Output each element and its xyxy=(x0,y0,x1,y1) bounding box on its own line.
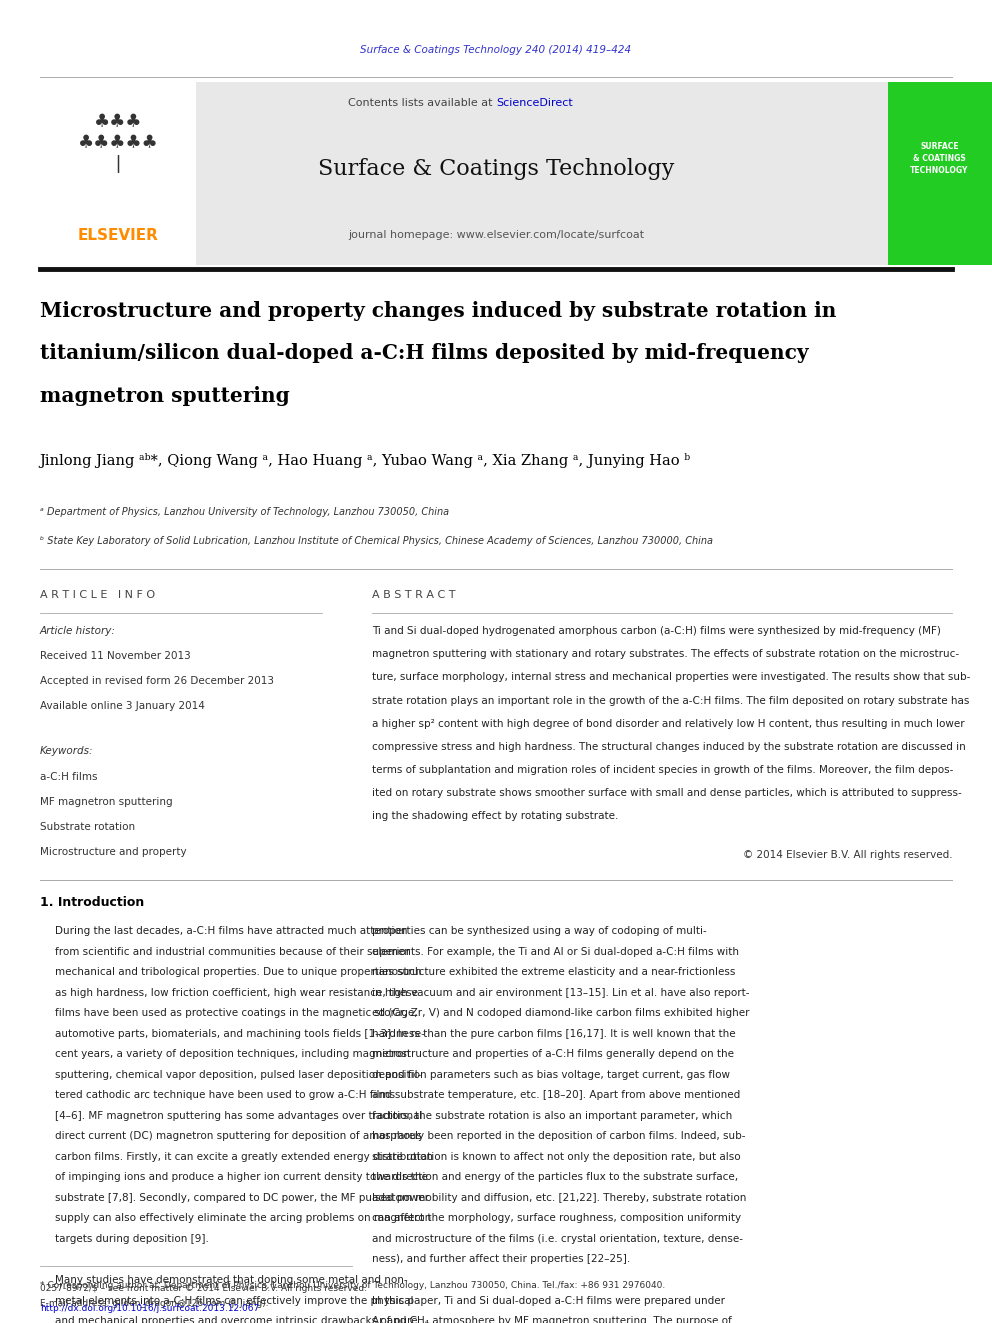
Text: direct current (DC) magnetron sputtering for deposition of amorphous: direct current (DC) magnetron sputtering… xyxy=(55,1131,422,1142)
Text: * Corresponding author at: Department of Physics, Lanzhou University of Technolo: * Corresponding author at: Department of… xyxy=(40,1282,665,1290)
Text: can affect the morphology, surface roughness, composition uniformity: can affect the morphology, surface rough… xyxy=(372,1213,741,1224)
Text: Many studies have demonstrated that doping some metal and non-: Many studies have demonstrated that dopi… xyxy=(55,1275,407,1285)
Text: Available online 3 January 2014: Available online 3 January 2014 xyxy=(40,701,204,712)
Text: and mechanical properties and overcome intrinsic drawbacks of pure: and mechanical properties and overcome i… xyxy=(55,1316,417,1323)
Text: films have been used as protective coatings in the magnetic storage,: films have been used as protective coati… xyxy=(55,1008,418,1019)
Text: microstructure and properties of a-C:H films generally depend on the: microstructure and properties of a-C:H f… xyxy=(372,1049,734,1060)
Text: Article history:: Article history: xyxy=(40,626,115,636)
Text: adatom mobility and diffusion, etc. [21,22]. Thereby, substrate rotation: adatom mobility and diffusion, etc. [21,… xyxy=(372,1193,746,1203)
Text: nanostructure exhibited the extreme elasticity and a near-frictionless: nanostructure exhibited the extreme elas… xyxy=(372,967,735,978)
Text: 1. Introduction: 1. Introduction xyxy=(40,896,144,909)
Text: the direction and energy of the particles flux to the substrate surface,: the direction and energy of the particle… xyxy=(372,1172,738,1183)
Text: carbon films. Firstly, it can excite a greatly extended energy distribution: carbon films. Firstly, it can excite a g… xyxy=(55,1152,433,1162)
Text: Surface & Coatings Technology 240 (2014) 419–424: Surface & Coatings Technology 240 (2014)… xyxy=(360,45,632,56)
Text: ELSEVIER: ELSEVIER xyxy=(77,228,159,243)
Text: cent years, a variety of deposition techniques, including magnetron: cent years, a variety of deposition tech… xyxy=(55,1049,410,1060)
Text: ited on rotary substrate shows smoother surface with small and dense particles, : ited on rotary substrate shows smoother … xyxy=(372,789,962,798)
Text: Contents lists available at: Contents lists available at xyxy=(348,98,496,108)
Text: Received 11 November 2013: Received 11 November 2013 xyxy=(40,651,190,662)
Text: ness), and further affect their properties [22–25].: ness), and further affect their properti… xyxy=(372,1254,630,1265)
Text: terms of subplantation and migration roles of incident species in growth of the : terms of subplantation and migration rol… xyxy=(372,765,953,775)
Text: Jinlong Jiang ᵃᵇ*, Qiong Wang ᵃ, Hao Huang ᵃ, Yubao Wang ᵃ, Xia Zhang ᵃ, Junying: Jinlong Jiang ᵃᵇ*, Qiong Wang ᵃ, Hao Hua… xyxy=(40,452,690,468)
FancyBboxPatch shape xyxy=(888,82,992,265)
Text: compressive stress and high hardness. The structural changes induced by the subs: compressive stress and high hardness. Th… xyxy=(372,742,966,751)
Text: strate rotation plays an important role in the growth of the a-C:H films. The fi: strate rotation plays an important role … xyxy=(372,696,969,705)
Text: ture, surface morphology, internal stress and mechanical properties were investi: ture, surface morphology, internal stres… xyxy=(372,672,970,683)
Text: http://dx.doi.org/10.1016/j.surfcoat.2013.12.067: http://dx.doi.org/10.1016/j.surfcoat.201… xyxy=(40,1304,259,1312)
Text: metal elements into a-C:H films can effectively improve the physical: metal elements into a-C:H films can effe… xyxy=(55,1295,413,1306)
Text: mechanical and tribological properties. Due to unique properties such: mechanical and tribological properties. … xyxy=(55,967,421,978)
Text: hardness than the pure carbon films [16,17]. It is well known that the: hardness than the pure carbon films [16,… xyxy=(372,1029,736,1039)
Text: ScienceDirect: ScienceDirect xyxy=(496,98,572,108)
FancyBboxPatch shape xyxy=(40,82,196,265)
Text: magnetron sputtering with stationary and rotary substrates. The effects of subst: magnetron sputtering with stationary and… xyxy=(372,650,959,659)
Text: elements. For example, the Ti and Al or Si dual-doped a-C:H films with: elements. For example, the Ti and Al or … xyxy=(372,947,739,957)
Text: strate rotation is known to affect not only the deposition rate, but also: strate rotation is known to affect not o… xyxy=(372,1152,741,1162)
Text: 0257-8972/$ – see front matter © 2014 Elsevier B.V. All rights reserved.: 0257-8972/$ – see front matter © 2014 El… xyxy=(40,1285,367,1293)
Text: MF magnetron sputtering: MF magnetron sputtering xyxy=(40,796,173,807)
Text: from scientific and industrial communities because of their superior: from scientific and industrial communiti… xyxy=(55,947,410,957)
Text: properties can be synthesized using a way of codoping of multi-: properties can be synthesized using a wa… xyxy=(372,926,706,937)
Text: of impinging ions and produce a higher ion current density towards the: of impinging ions and produce a higher i… xyxy=(55,1172,428,1183)
Text: During the last decades, a-C:H films have attracted much attention: During the last decades, a-C:H films hav… xyxy=(55,926,407,937)
Text: A R T I C L E   I N F O: A R T I C L E I N F O xyxy=(40,590,155,601)
Text: as high hardness, low friction coefficient, high wear resistance, these: as high hardness, low friction coefficie… xyxy=(55,988,418,998)
Text: ed (Cr, Zr, V) and N codoped diamond-like carbon films exhibited higher: ed (Cr, Zr, V) and N codoped diamond-lik… xyxy=(372,1008,750,1019)
Text: a-C:H films: a-C:H films xyxy=(40,771,97,782)
Text: journal homepage: www.elsevier.com/locate/surfcoat: journal homepage: www.elsevier.com/locat… xyxy=(348,230,644,241)
Text: titanium/silicon dual-doped a-C:H films deposited by mid-frequency: titanium/silicon dual-doped a-C:H films … xyxy=(40,343,808,364)
Text: Substrate rotation: Substrate rotation xyxy=(40,822,135,832)
Text: deposition parameters such as bias voltage, target current, gas flow: deposition parameters such as bias volta… xyxy=(372,1070,730,1080)
Text: targets during deposition [9].: targets during deposition [9]. xyxy=(55,1234,208,1244)
Text: factors, the substrate rotation is also an important parameter, which: factors, the substrate rotation is also … xyxy=(372,1111,732,1121)
Text: In this paper, Ti and Si dual-doped a-C:H films were prepared under: In this paper, Ti and Si dual-doped a-C:… xyxy=(372,1295,725,1306)
Text: E-mail address: gilden_dragon@126.com (J. Jiang).: E-mail address: gilden_dragon@126.com (J… xyxy=(40,1299,268,1307)
Text: SURFACE
& COATINGS
TECHNOLOGY: SURFACE & COATINGS TECHNOLOGY xyxy=(911,143,968,175)
Text: and substrate temperature, etc. [18–20]. Apart from above mentioned: and substrate temperature, etc. [18–20].… xyxy=(372,1090,740,1101)
Text: supply can also effectively eliminate the arcing problems on magnetron: supply can also effectively eliminate th… xyxy=(55,1213,431,1224)
Text: and microstructure of the films (i.e. crystal orientation, texture, dense-: and microstructure of the films (i.e. cr… xyxy=(372,1234,743,1244)
Text: A B S T R A C T: A B S T R A C T xyxy=(372,590,455,601)
Text: Ti and Si dual-doped hydrogenated amorphous carbon (a-C:H) films were synthesize: Ti and Si dual-doped hydrogenated amorph… xyxy=(372,626,940,636)
Text: Microstructure and property: Microstructure and property xyxy=(40,847,186,857)
Text: Microstructure and property changes induced by substrate rotation in: Microstructure and property changes indu… xyxy=(40,300,836,321)
Text: substrate [7,8]. Secondly, compared to DC power, the MF pulsed power: substrate [7,8]. Secondly, compared to D… xyxy=(55,1193,429,1203)
Text: ᵃ Department of Physics, Lanzhou University of Technology, Lanzhou 730050, China: ᵃ Department of Physics, Lanzhou Univers… xyxy=(40,507,448,517)
Text: © 2014 Elsevier B.V. All rights reserved.: © 2014 Elsevier B.V. All rights reserved… xyxy=(743,851,952,860)
Text: magnetron sputtering: magnetron sputtering xyxy=(40,385,290,406)
Text: ᵇ State Key Laboratory of Solid Lubrication, Lanzhou Institute of Chemical Physi: ᵇ State Key Laboratory of Solid Lubricat… xyxy=(40,536,712,546)
Text: [4–6]. MF magnetron sputtering has some advantages over traditional: [4–6]. MF magnetron sputtering has some … xyxy=(55,1111,422,1121)
Text: Accepted in revised form 26 December 2013: Accepted in revised form 26 December 201… xyxy=(40,676,274,687)
Text: ♣♣♣
♣♣♣♣♣
  |: ♣♣♣ ♣♣♣♣♣ | xyxy=(77,112,159,173)
Text: ing the shadowing effect by rotating substrate.: ing the shadowing effect by rotating sub… xyxy=(372,811,618,822)
Text: sputtering, chemical vapor deposition, pulsed laser deposition and fil-: sputtering, chemical vapor deposition, p… xyxy=(55,1070,421,1080)
Text: tered cathodic arc technique have been used to grow a-C:H films: tered cathodic arc technique have been u… xyxy=(55,1090,395,1101)
Text: Keywords:: Keywords: xyxy=(40,746,93,757)
Text: Ar and CH₄ atmosphere by MF magnetron sputtering. The purpose of: Ar and CH₄ atmosphere by MF magnetron sp… xyxy=(372,1316,732,1323)
FancyBboxPatch shape xyxy=(40,82,888,265)
Text: Surface & Coatings Technology: Surface & Coatings Technology xyxy=(317,159,675,180)
Text: automotive parts, biomaterials, and machining tools fields [1–3]. In re-: automotive parts, biomaterials, and mach… xyxy=(55,1029,425,1039)
Text: a higher sp² content with high degree of bond disorder and relatively low H cont: a higher sp² content with high degree of… xyxy=(372,718,964,729)
Text: has rarely been reported in the deposition of carbon films. Indeed, sub-: has rarely been reported in the depositi… xyxy=(372,1131,746,1142)
Text: in high vacuum and air environment [13–15]. Lin et al. have also report-: in high vacuum and air environment [13–1… xyxy=(372,988,750,998)
